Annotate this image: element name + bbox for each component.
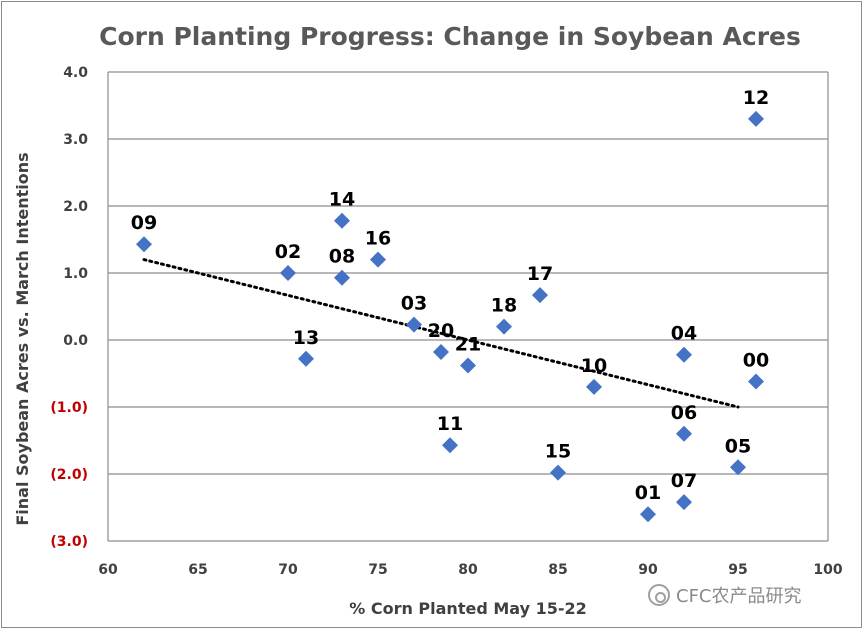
- point-label-09: 09: [131, 212, 157, 234]
- grid-lines: [107, 71, 829, 542]
- x-tick-label: 65: [188, 562, 207, 578]
- data-point-09: [136, 236, 152, 253]
- x-tick-label: 75: [368, 562, 387, 578]
- y-tick-label: (3.0): [50, 534, 88, 550]
- x-tick-label: 100: [813, 562, 842, 578]
- point-label-10: 10: [581, 355, 607, 377]
- y-tick-labels: 4.0 3.0 2.0 1.0 0.0 (1.0) (2.0) (3.0): [50, 65, 88, 550]
- data-point-07: [676, 494, 692, 511]
- y-tick-label: 0.0: [63, 333, 88, 349]
- data-point-15: [550, 464, 566, 481]
- point-label-14: 14: [329, 189, 355, 211]
- chart-title: Corn Planting Progress: Change in Soybea…: [99, 22, 801, 51]
- data-point-17: [532, 287, 548, 304]
- data-point-06: [676, 425, 692, 442]
- point-label-12: 12: [743, 87, 769, 109]
- data-point-11: [442, 437, 458, 454]
- point-label-13: 13: [293, 327, 319, 349]
- point-label-03: 03: [401, 293, 427, 315]
- point-label-21: 21: [455, 333, 481, 355]
- point-label-18: 18: [491, 295, 517, 317]
- y-tick-label: 4.0: [63, 65, 88, 81]
- point-label-16: 16: [365, 228, 391, 250]
- point-label-06: 06: [671, 402, 697, 424]
- trendline: [142, 258, 740, 409]
- y-tick-label: (2.0): [50, 467, 88, 483]
- data-point-21: [460, 357, 476, 374]
- y-tick-label: 3.0: [63, 132, 88, 148]
- data-point-14: [334, 212, 350, 229]
- x-tick-label: 70: [278, 562, 298, 578]
- point-label-11: 11: [437, 413, 463, 435]
- data-point-05: [730, 459, 746, 476]
- data-point-02: [280, 265, 296, 281]
- data-point-12: [748, 110, 764, 127]
- trendline-group: [142, 258, 740, 409]
- watermark-text: CFC农产品研究: [676, 586, 802, 607]
- point-label-17: 17: [527, 263, 553, 285]
- data-point-01: [640, 506, 656, 523]
- data-point-16: [370, 251, 386, 268]
- x-tick-label: 85: [548, 562, 567, 578]
- x-tick-label: 90: [638, 562, 658, 578]
- data-point-20: [433, 344, 449, 361]
- data-point-08: [334, 269, 350, 286]
- x-tick-labels: 60 65 70 75 80 85 90 95 100: [98, 562, 843, 578]
- point-label-08: 08: [329, 246, 355, 268]
- point-label-01: 01: [635, 482, 661, 504]
- data-points: [136, 110, 764, 523]
- point-label-02: 02: [275, 241, 301, 263]
- x-axis-label: % Corn Planted May 15-22: [349, 599, 587, 618]
- point-label-04: 04: [671, 323, 697, 345]
- x-tick-label: 95: [728, 562, 747, 578]
- x-tick-label: 80: [458, 562, 478, 578]
- x-tick-label: 60: [98, 562, 118, 578]
- point-label-15: 15: [545, 441, 571, 463]
- y-tick-label: (1.0): [50, 400, 88, 416]
- point-label-07: 07: [671, 470, 697, 492]
- y-tick-label: 2.0: [63, 199, 88, 215]
- point-label-00: 00: [743, 350, 769, 372]
- point-label-20: 20: [428, 320, 454, 342]
- data-point-04: [676, 346, 692, 363]
- data-point-03: [406, 316, 422, 333]
- wechat-icon: [648, 584, 670, 606]
- watermark: CFC农产品研究: [648, 582, 802, 608]
- point-label-05: 05: [725, 435, 751, 457]
- y-axis-label: Final Soybean Acres vs. March Intentions: [13, 152, 32, 525]
- data-point-13: [298, 350, 314, 367]
- data-point-10: [586, 378, 602, 395]
- data-point-18: [496, 318, 512, 335]
- data-point-00: [748, 373, 764, 390]
- y-tick-label: 1.0: [63, 266, 88, 282]
